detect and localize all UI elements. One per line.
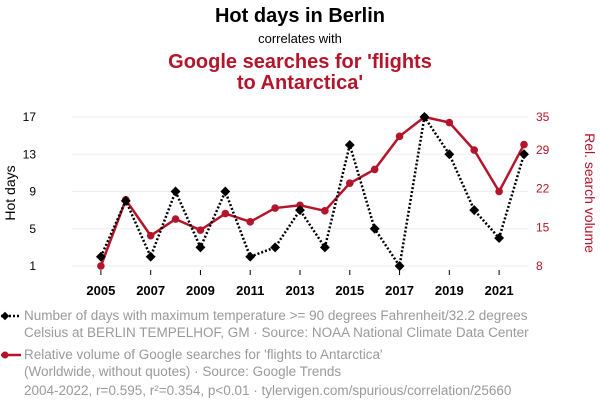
y-tick-label: 5 (29, 222, 36, 236)
x-tick-label: 2007 (136, 283, 165, 298)
data-point-search-volume (370, 165, 379, 174)
y-tick-label: 13 (23, 147, 37, 161)
legend: Number of days with maximum temperature … (0, 307, 600, 385)
data-point-search-volume (321, 207, 329, 215)
x-tick-label: 2019 (435, 283, 464, 298)
data-point-search-volume (445, 118, 454, 127)
legend-marker-search-volume (1, 351, 21, 359)
data-point-search-volume (470, 146, 479, 154)
data-point-search-volume (97, 262, 105, 270)
x-tick-label: 2015 (335, 283, 364, 298)
y-tick-label: 9 (29, 185, 36, 199)
legend-item-search-volume: Relative volume of Google searches for '… (0, 346, 600, 380)
data-point-hot-days (469, 205, 480, 216)
footer-stats: 2004-2022, r=0.595, r²=0.354, p<0.01 · t… (24, 383, 512, 398)
data-point-hot-days (394, 261, 405, 271)
y2-tick-label: 8 (536, 259, 543, 273)
legend-marker-hot-days (0, 311, 21, 321)
chart-title: Hot days in Berlin (214, 5, 386, 27)
y-tick-label: 17 (23, 110, 37, 124)
x-axis: 2005 2007 2009 2011 2013 2015 2017 2019 2021 (86, 270, 514, 298)
data-point-hot-days (319, 242, 330, 253)
data-point-search-volume (520, 140, 528, 149)
x-tick-label: 2013 (286, 283, 315, 298)
data-point-search-volume (146, 231, 155, 240)
data-point-search-volume (196, 226, 205, 234)
legend-text-search-volume-line2: (Worldwide, without quotes) · Source: Go… (24, 364, 342, 379)
data-point-hot-days (494, 233, 505, 244)
data-point-search-volume (246, 218, 255, 226)
data-point-hot-days (120, 195, 131, 206)
data-point-hot-days (270, 242, 281, 253)
series-line-hot-days (99, 113, 526, 270)
x-tick-label: 2005 (86, 283, 115, 298)
data-point-search-volume (271, 204, 279, 212)
gridlines (72, 116, 528, 267)
y2-tick-label: 35 (536, 110, 550, 124)
data-point-search-volume (221, 209, 230, 218)
series-hot-days (95, 112, 529, 271)
y-axis-left: 1 5 9 13 17 (23, 110, 37, 273)
data-point-hot-days (220, 186, 231, 197)
chart-title-secondary-text: Google searches for 'flights to Antarcti… (168, 51, 432, 94)
data-point-hot-days (195, 242, 206, 253)
data-point-hot-days (344, 139, 355, 150)
data-point-hot-days (444, 149, 455, 160)
x-tick-label: 2017 (385, 283, 414, 298)
data-point-hot-days (295, 205, 305, 216)
y2-tick-label: 29 (536, 143, 550, 157)
data-point-search-volume (395, 132, 404, 141)
data-point-hot-days (369, 223, 380, 234)
y2-tick-label: 15 (536, 220, 550, 234)
x-tick-label: 2011 (236, 283, 264, 298)
series-line-search-volume (99, 115, 526, 267)
data-point-hot-days (245, 251, 256, 262)
data-point-hot-days (170, 186, 181, 197)
data-point-hot-days (145, 251, 156, 262)
legend-text-search-volume-line1: Relative volume of Google searches for '… (24, 347, 383, 362)
data-point-search-volume (345, 179, 354, 188)
legend-text-hot-days-line1: Number of days with maximum temperature … (24, 308, 528, 323)
y-tick-label: 1 (29, 259, 36, 273)
x-tick-label: 2021 (485, 283, 514, 298)
x-tick-label: 2009 (186, 283, 215, 298)
data-point-hot-days (519, 149, 529, 160)
data-point-search-volume (171, 215, 180, 223)
y2-tick-label: 22 (536, 182, 550, 196)
y2-axis-label: Rel. search volume (582, 133, 598, 253)
chart-title-secondary: Google searches for 'flights to Antarcti… (0, 52, 600, 94)
legend-item-hot-days: Number of days with maximum temperature … (0, 307, 600, 341)
y-axis-right: 8 15 22 29 35 (536, 110, 550, 273)
data-point-search-volume (495, 187, 503, 196)
legend-text-hot-days-line2: Celsius at BERLIN TEMPELHOF, GM · Source… (24, 325, 529, 340)
chart-subtitle: correlates with (258, 31, 342, 46)
y-axis-label: Hot days (2, 165, 18, 220)
chart-titles: Hot days in Berlin correlates with Googl… (0, 0, 600, 94)
